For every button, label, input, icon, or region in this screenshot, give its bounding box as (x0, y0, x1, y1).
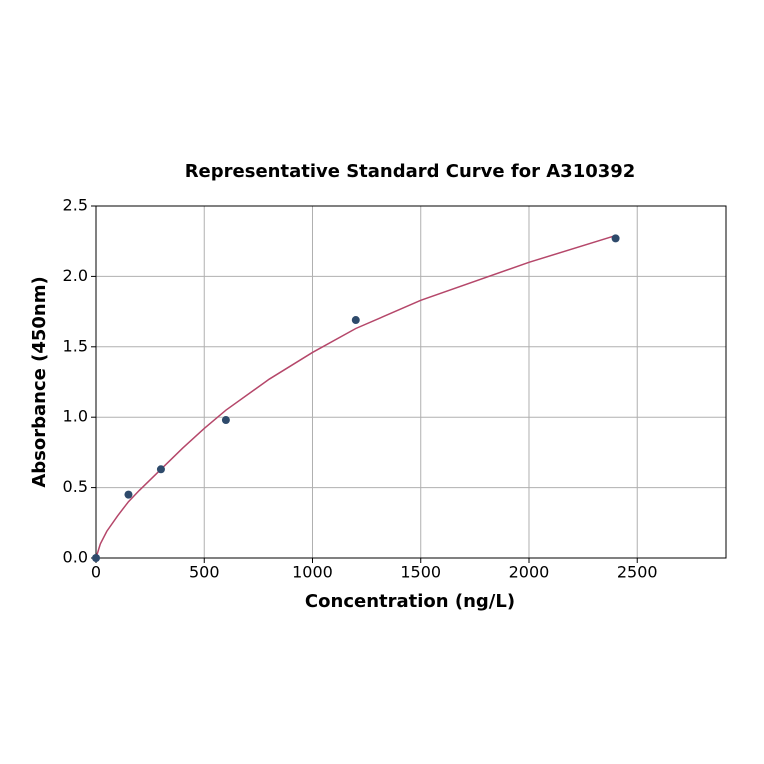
plot-frame (95, 205, 727, 559)
data-point (611, 234, 620, 243)
x-tick-label: 1500 (400, 563, 441, 582)
fit-curve (95, 234, 616, 559)
y-tick-label: 0.0 (63, 548, 88, 567)
data-point (156, 465, 165, 474)
x-tick-label: 2500 (617, 563, 658, 582)
x-axis-label: Concentration (ng/L) (305, 591, 515, 612)
x-tick-label: 500 (189, 563, 220, 582)
chart-title: Representative Standard Curve for A31039… (185, 161, 636, 182)
y-tick-label: 0.5 (63, 477, 88, 496)
y-axis-label: Absorbance (450nm) (29, 276, 50, 487)
data-point (221, 416, 230, 425)
x-tick-label: 0 (91, 563, 101, 582)
x-tick-label: 2000 (509, 563, 550, 582)
y-tick-label: 2.5 (63, 196, 88, 215)
data-point (92, 554, 100, 562)
y-tick-label: 2.0 (63, 266, 88, 285)
y-tick-label: 1.5 (63, 336, 88, 355)
x-tick-label: 1000 (292, 563, 333, 582)
y-tick-label: 1.0 (63, 407, 88, 426)
data-point (124, 490, 133, 499)
data-point (351, 316, 360, 325)
